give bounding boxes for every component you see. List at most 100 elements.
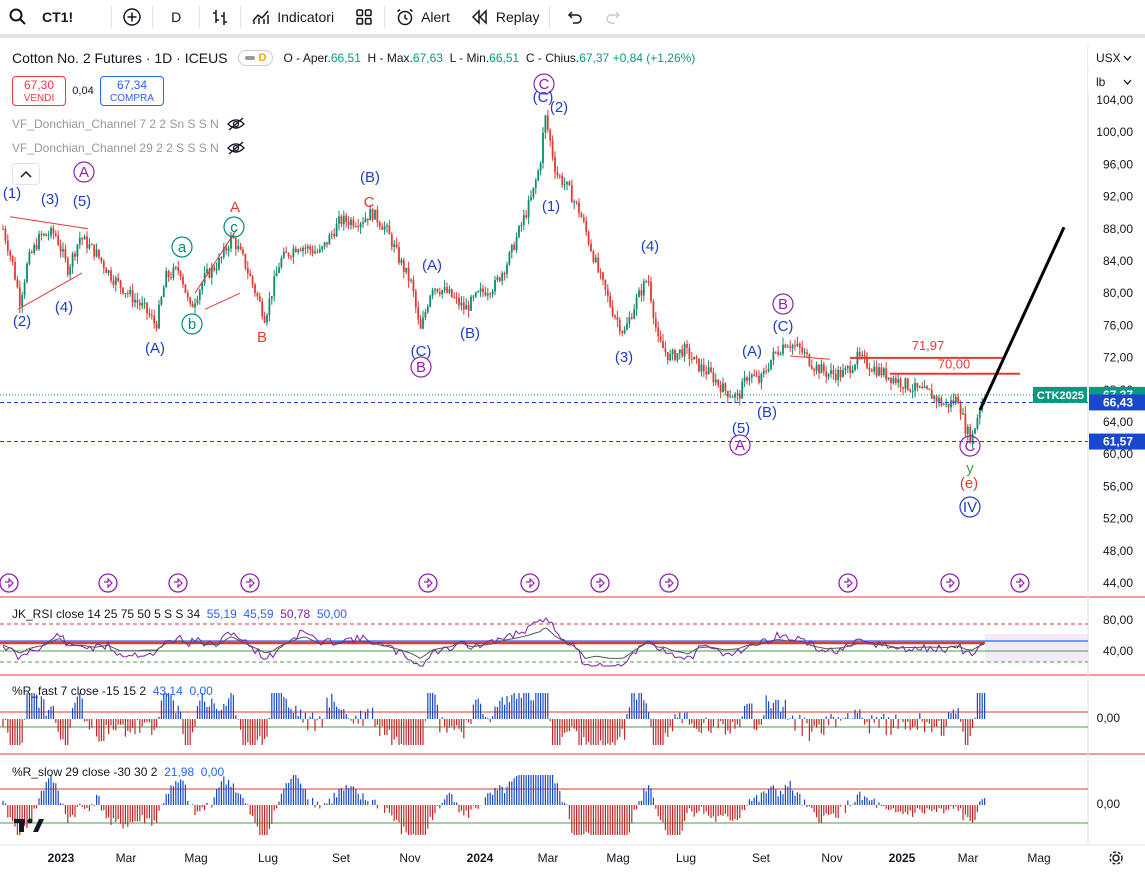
candle-body — [587, 232, 590, 244]
candle-body — [803, 352, 806, 354]
replay-button[interactable]: Replay — [460, 0, 550, 36]
open-value: 66,51 — [330, 51, 361, 65]
candle-body — [654, 318, 657, 328]
rsi-legend[interactable]: JK_RSI close 14 25 75 50 5 S S 34 55,19 … — [12, 607, 347, 621]
sell-button[interactable]: 67,30 VENDI — [12, 76, 66, 106]
candle-body — [866, 356, 868, 368]
time-tick-label: 2025 — [889, 851, 916, 865]
candle-body — [890, 377, 892, 384]
wave-label: b — [188, 316, 196, 333]
candle-body — [390, 234, 393, 247]
buy-button[interactable]: 67,34 COMPRA — [100, 76, 164, 106]
redo-button[interactable] — [598, 0, 630, 36]
candle-body — [796, 343, 799, 346]
candle-body — [122, 287, 124, 294]
event-arrow-icon — [1016, 577, 1025, 589]
legend-title: Cotton No. 2 Futures · 1D · ICEUS — [12, 50, 228, 66]
candle-body — [254, 284, 256, 293]
interval-button[interactable]: D — [153, 0, 199, 36]
candle-body — [338, 216, 340, 224]
candle-body — [969, 426, 972, 443]
visibility-badge[interactable]: D — [237, 50, 274, 66]
indicators-label: Indicatori — [277, 9, 335, 25]
candle-body — [585, 221, 588, 233]
wave-label: A — [230, 199, 240, 216]
candle-body — [90, 244, 93, 246]
symbol-label: CT1! — [42, 9, 74, 25]
interval-label: D — [171, 9, 182, 25]
candle-body — [830, 370, 832, 374]
candle-body — [102, 261, 105, 269]
currency-selector[interactable]: USX — [1088, 48, 1138, 68]
r-fast-legend[interactable]: %R_fast 7 close -15 15 2 43,14 0,00 — [12, 684, 213, 698]
time-axis[interactable]: 2023 Mar Mag Lug Set Nov 2024 Mar Mag Lug Set Nov 20… — [48, 851, 1051, 865]
candle-body — [966, 426, 969, 434]
candle-body — [750, 374, 753, 378]
wave-label: (2) — [550, 99, 568, 116]
tradingview-logo-icon[interactable] — [14, 816, 46, 834]
eye-off-icon[interactable] — [226, 117, 245, 131]
alert-button[interactable]: Alert — [385, 0, 460, 36]
r-slow-legend[interactable]: %R_slow 29 close -30 30 2 21,98 0,00 — [12, 765, 224, 779]
candle-body — [647, 281, 650, 283]
candle-body — [66, 258, 69, 275]
candle-body — [237, 246, 240, 250]
candle-body — [42, 233, 45, 236]
wave-label: y — [966, 460, 974, 477]
channel-line — [17, 272, 83, 310]
candle-body — [758, 375, 760, 383]
candle-body — [278, 267, 280, 273]
top-toolbar: CT1! D Indicatori Alert Replay — [0, 0, 1145, 38]
candle-body — [501, 273, 504, 282]
candle-body — [880, 367, 883, 376]
compare-button[interactable] — [112, 0, 152, 36]
r-fast-pane — [0, 693, 1088, 745]
event-marker-icon — [418, 573, 438, 593]
candle-body — [98, 249, 100, 258]
layout-grid-icon — [356, 9, 372, 25]
candle-body — [573, 201, 576, 203]
indicator-donchian-2[interactable]: VF_Donchian_Channel 29 2 2 S S S N — [12, 141, 245, 155]
templates-button[interactable] — [344, 0, 384, 36]
candle-body — [712, 371, 715, 383]
candle-body — [784, 344, 787, 348]
candle-body — [486, 293, 489, 296]
gear-icon[interactable] — [1108, 850, 1124, 866]
undo-button[interactable] — [550, 0, 598, 36]
candle-body — [436, 288, 439, 293]
candle-body — [318, 249, 321, 253]
candle-body — [522, 215, 525, 225]
price-axis[interactable]: 104,00 100,00 96,00 92,00 88,00 84,00 80,00 76,… — [1033, 93, 1145, 811]
candle-body — [801, 347, 804, 353]
candle-body — [923, 386, 926, 389]
rsi-value-4: 50,00 — [316, 607, 347, 621]
candle-body — [249, 273, 252, 277]
candle-body — [6, 240, 9, 252]
indicator-donchian-1[interactable]: VF_Donchian_Channel 7 2 2 Sn S S N — [12, 117, 245, 131]
candle-body — [882, 368, 885, 376]
chart-type-button[interactable] — [200, 0, 240, 36]
candle-body — [954, 396, 957, 403]
candle-body — [345, 215, 348, 222]
candle-body — [909, 389, 912, 392]
candle-body — [808, 354, 811, 366]
candle-body — [563, 184, 566, 186]
unit-selector[interactable]: lb — [1088, 72, 1138, 92]
candle-body — [746, 377, 748, 381]
collapse-legend-button[interactable] — [12, 163, 40, 185]
eye-off-icon[interactable] — [226, 141, 245, 155]
candle-body — [86, 236, 88, 249]
candle-body — [426, 306, 429, 313]
candle-body — [340, 216, 343, 225]
candle-body — [165, 271, 168, 288]
candle-body — [239, 246, 242, 250]
chevron-down-icon — [1123, 55, 1132, 61]
symbol-search[interactable]: CT1! — [0, 0, 83, 36]
candle-body — [268, 298, 271, 316]
candle-body — [635, 296, 638, 310]
indicators-button[interactable]: Indicatori — [241, 0, 344, 36]
candle-body — [515, 236, 518, 250]
candle-body — [153, 316, 156, 324]
rsi-tick-label: 80,00 — [1103, 613, 1133, 627]
